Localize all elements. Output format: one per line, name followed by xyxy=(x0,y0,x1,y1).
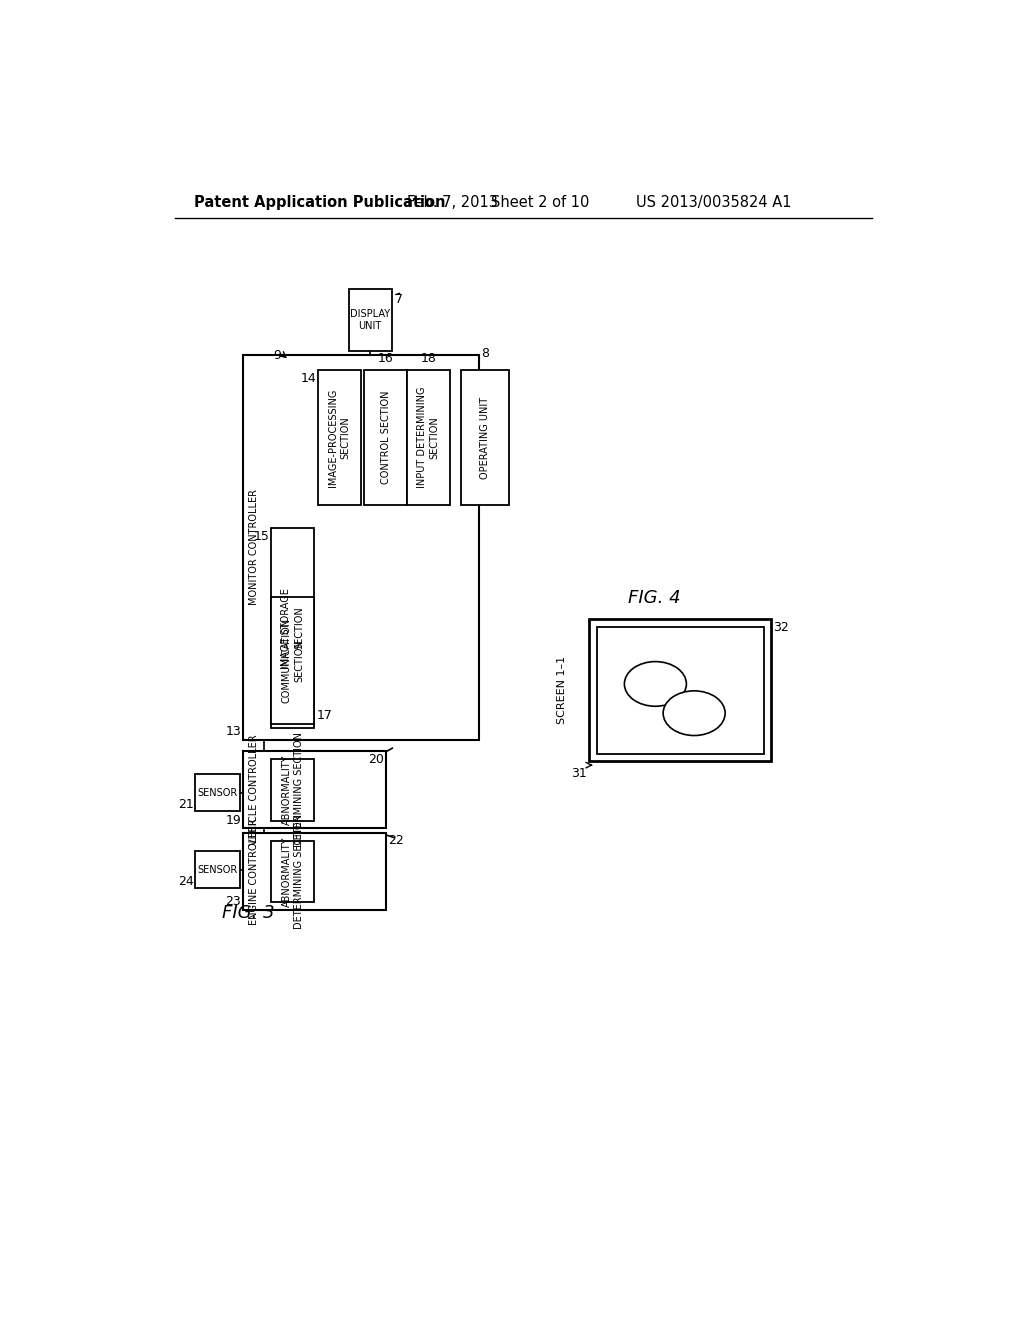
Text: VEHICLE CONTROLLER: VEHICLE CONTROLLER xyxy=(249,734,258,845)
Text: 24: 24 xyxy=(178,875,194,888)
Text: 15: 15 xyxy=(254,531,270,544)
Bar xyxy=(271,528,314,729)
Bar xyxy=(196,775,241,812)
Text: 23: 23 xyxy=(225,895,241,908)
Text: FIG. 4: FIG. 4 xyxy=(628,589,681,607)
Bar xyxy=(271,597,314,725)
Text: MONITOR CONTROLLER: MONITOR CONTROLLER xyxy=(249,490,258,606)
Bar xyxy=(271,759,314,821)
Text: Sheet 2 of 10: Sheet 2 of 10 xyxy=(490,195,589,210)
Text: CONTROL SECTION: CONTROL SECTION xyxy=(381,391,391,484)
Text: Patent Application Publication: Patent Application Publication xyxy=(194,195,445,210)
Text: 16: 16 xyxy=(378,352,393,366)
Text: IMAGE STORAGE
SECTION: IMAGE STORAGE SECTION xyxy=(282,587,304,668)
Text: FIG. 3: FIG. 3 xyxy=(222,904,274,921)
Text: ABNORMALITY
DETERMINING SECTION: ABNORMALITY DETERMINING SECTION xyxy=(282,814,304,929)
Text: 9: 9 xyxy=(273,350,282,363)
Bar xyxy=(407,370,450,506)
Text: 13: 13 xyxy=(225,725,241,738)
Bar xyxy=(271,841,314,903)
Bar xyxy=(243,833,386,909)
Bar xyxy=(243,751,386,829)
Text: US 2013/0035824 A1: US 2013/0035824 A1 xyxy=(636,195,792,210)
Text: 31: 31 xyxy=(571,767,587,780)
Text: SENSOR: SENSOR xyxy=(198,865,238,875)
Bar xyxy=(243,355,479,739)
Ellipse shape xyxy=(664,690,725,735)
Text: 22: 22 xyxy=(388,834,404,847)
Text: 21: 21 xyxy=(178,799,194,812)
Text: SENSOR: SENSOR xyxy=(198,788,238,797)
Text: 20: 20 xyxy=(368,752,384,766)
Bar xyxy=(597,627,764,754)
Bar xyxy=(349,289,391,351)
Text: OPERATING UNIT: OPERATING UNIT xyxy=(480,396,490,479)
Text: INPUT DETERMINING
SECTION: INPUT DETERMINING SECTION xyxy=(417,387,439,488)
Text: DISPLAY
UNIT: DISPLAY UNIT xyxy=(350,309,390,331)
Bar xyxy=(461,370,509,506)
Bar xyxy=(317,370,360,506)
Bar xyxy=(589,619,771,762)
Text: ABNORMALITY
DETERMINING SECTION: ABNORMALITY DETERMINING SECTION xyxy=(282,733,304,847)
Text: 7: 7 xyxy=(394,293,402,306)
Text: SCREEN 1–1: SCREEN 1–1 xyxy=(557,656,567,725)
Text: 8: 8 xyxy=(481,347,489,360)
Text: Feb. 7, 2013: Feb. 7, 2013 xyxy=(407,195,498,210)
Text: 19: 19 xyxy=(225,813,241,826)
Text: COMMUNICATION
SECTION: COMMUNICATION SECTION xyxy=(282,618,304,704)
Text: 32: 32 xyxy=(773,622,790,634)
Text: 14: 14 xyxy=(301,372,316,385)
Bar xyxy=(196,851,241,888)
Text: 18: 18 xyxy=(421,352,436,366)
Bar xyxy=(365,370,407,506)
Text: ENGINE CONTROLLER: ENGINE CONTROLLER xyxy=(249,818,258,925)
Text: IMAGE-PROCESSING
SECTION: IMAGE-PROCESSING SECTION xyxy=(328,388,350,487)
Text: 17: 17 xyxy=(316,709,332,722)
Ellipse shape xyxy=(625,661,686,706)
